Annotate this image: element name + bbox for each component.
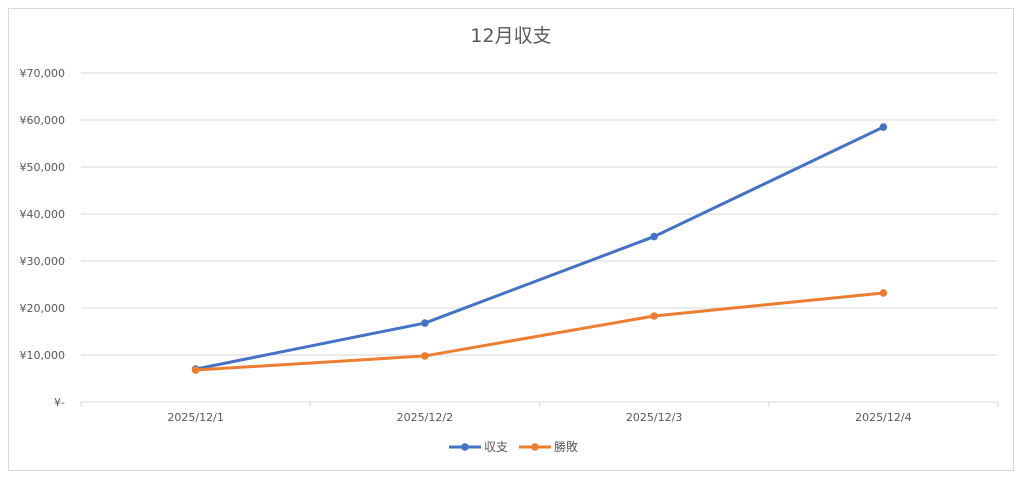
data-point <box>879 123 888 131</box>
chart-frame <box>8 8 1014 471</box>
legend: 収支 勝敗 <box>449 439 578 454</box>
x-tick-label: 2025/12/2 <box>397 411 453 424</box>
series-line <box>194 291 885 372</box>
y-tick-label: ¥60,000 <box>20 114 66 127</box>
chart-title: 12月収支 <box>470 25 551 47</box>
x-tick-label: 2025/12/1 <box>167 411 223 424</box>
data-point <box>650 232 658 241</box>
legend-label: 収支 <box>484 440 508 454</box>
y-tick-label: ¥30,000 <box>20 255 66 268</box>
y-axis-ticks: ¥- ¥10,000 ¥20,000 ¥30,000 ¥40,000 ¥50,000 ¥60… <box>20 67 66 409</box>
y-tick-label: ¥40,000 <box>20 208 66 221</box>
y-tick-label: ¥70,000 <box>20 67 66 80</box>
data-point <box>191 366 200 374</box>
x-axis: 2025/12/1 2025/12/2 2025/12/3 2025/12/4 <box>80 401 999 424</box>
x-tick-label: 2025/12/4 <box>855 411 911 424</box>
y-tick-label: ¥20,000 <box>20 302 66 315</box>
series-group <box>191 123 888 374</box>
data-point <box>421 319 429 327</box>
y-tick-label: ¥10,000 <box>20 349 66 362</box>
legend-label: 勝敗 <box>554 439 578 454</box>
gridlines <box>81 72 998 356</box>
series-line <box>194 125 885 371</box>
legend-swatch-marker <box>531 443 539 451</box>
data-point <box>650 312 658 320</box>
y-tick-label: ¥- <box>54 396 65 409</box>
legend-swatch-marker <box>461 443 469 451</box>
y-tick-label: ¥50,000 <box>20 161 66 174</box>
x-tick-label: 2025/12/3 <box>626 411 682 424</box>
data-point <box>879 289 888 297</box>
data-point <box>421 352 429 360</box>
